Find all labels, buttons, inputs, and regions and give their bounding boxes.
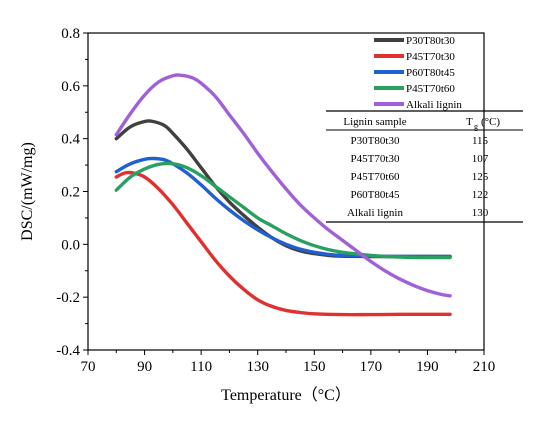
table-cell-sample: P30T80t30 (351, 135, 400, 147)
y-tick-label: 0.4 (61, 132, 80, 148)
series-line-0 (114, 119, 452, 259)
series-layer (114, 73, 452, 317)
table-cell-sample: P45T70t30 (351, 153, 400, 165)
x-tick-label: 170 (360, 359, 383, 375)
table-cell-sample: Alkali lignin (347, 207, 403, 219)
legend-label-2: P60T80t45 (406, 67, 455, 79)
x-tick-label: 110 (190, 359, 212, 375)
x-tick-label: 190 (416, 359, 439, 375)
series-line-1 (114, 170, 452, 317)
table-cell-sample: P45T70t60 (351, 171, 400, 183)
x-axis-title: Temperature（°C） (221, 386, 351, 404)
table-cell-tg: 122 (472, 189, 489, 201)
table-header-sample: Lignin sample (343, 116, 406, 128)
x-tick-label: 150 (303, 359, 326, 375)
x-tick-label: 130 (246, 359, 269, 375)
series-line-2 (114, 156, 452, 259)
y-tick-label: 0.6 (61, 79, 80, 95)
legend: P30T80t30 P45T70t30 P60T80t45 P45T70t60 Alka… (374, 35, 462, 111)
table-cell-tg: 115 (472, 135, 489, 147)
y-axis-title: DSC/(mW/mg) (19, 142, 36, 241)
x-tick-label: 70 (81, 359, 96, 375)
legend-label-4: Alkali lignin (406, 99, 462, 111)
legend-label-1: P45T70t30 (406, 51, 455, 63)
table-cell-tg: 107 (472, 153, 489, 165)
table-header-unit: (°C) (481, 116, 500, 128)
table-header-t: T (466, 116, 473, 128)
y-tick-label: -0.4 (56, 343, 80, 359)
legend-label-3: P45T70t60 (406, 83, 455, 95)
table-cell-tg: 130 (472, 207, 489, 219)
table-cell-sample: P60T80t45 (351, 189, 400, 201)
y-tick-label: 0.8 (61, 26, 80, 42)
x-tick-label: 90 (137, 359, 152, 375)
series-line-4 (114, 73, 452, 298)
axes: 70 90 110 130 150 170 190 210 -0.4 -0.2 0.0 0.2 0.4 0… (56, 26, 495, 375)
y-tick-label: 0.0 (61, 237, 80, 253)
y-tick-label: -0.2 (56, 290, 80, 306)
table-header-subscript: g (474, 122, 478, 131)
y-tick-label: 0.2 (61, 185, 80, 201)
x-tick-label: 210 (473, 359, 496, 375)
legend-label-0: P30T80t30 (406, 35, 455, 47)
table-cell-tg: 125 (472, 171, 489, 183)
